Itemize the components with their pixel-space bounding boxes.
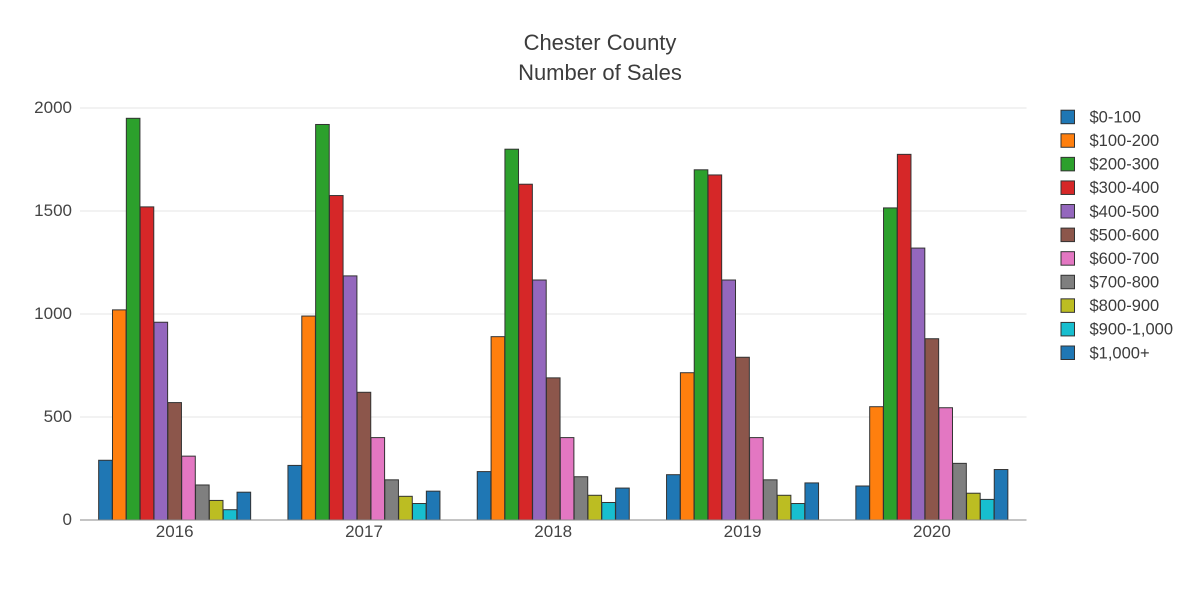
svg-text:2016: 2016 <box>156 522 194 541</box>
svg-text:2020: 2020 <box>913 522 951 541</box>
svg-text:1500: 1500 <box>34 201 72 220</box>
svg-text:$1,000+: $1,000+ <box>1090 344 1150 362</box>
svg-text:$100-200: $100-200 <box>1090 132 1160 150</box>
svg-text:2017: 2017 <box>345 522 383 541</box>
svg-text:500: 500 <box>44 407 72 426</box>
svg-text:0: 0 <box>63 510 72 529</box>
svg-text:1000: 1000 <box>34 304 72 323</box>
svg-text:$500-600: $500-600 <box>1090 226 1160 244</box>
svg-text:$900-1,000: $900-1,000 <box>1090 321 1174 339</box>
svg-text:2018: 2018 <box>534 522 572 541</box>
svg-text:$800-900: $800-900 <box>1090 297 1160 315</box>
svg-text:$300-400: $300-400 <box>1090 179 1160 197</box>
svg-text:$200-300: $200-300 <box>1090 156 1160 174</box>
svg-text:$600-700: $600-700 <box>1090 250 1160 268</box>
svg-text:2019: 2019 <box>724 522 762 541</box>
svg-text:$700-800: $700-800 <box>1090 274 1160 292</box>
svg-text:$400-500: $400-500 <box>1090 203 1160 221</box>
svg-text:2000: 2000 <box>34 98 72 117</box>
svg-text:$0-100: $0-100 <box>1090 108 1141 126</box>
